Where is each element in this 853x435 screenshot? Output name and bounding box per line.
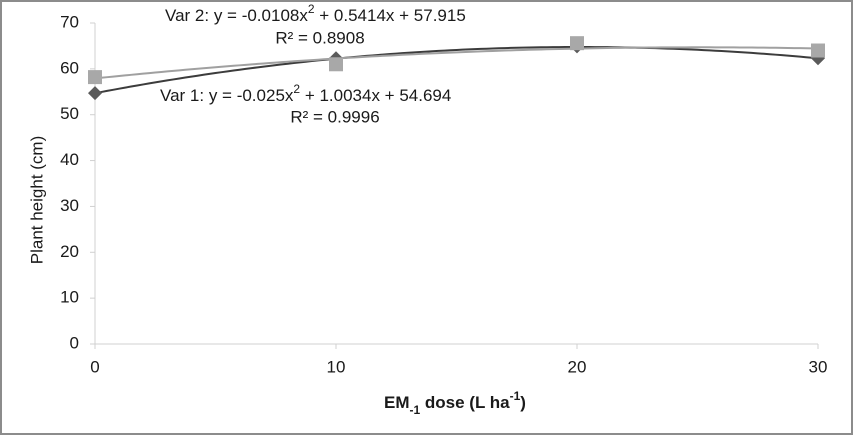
trend-equation: Var 2: y = -0.0108x2 + 0.5414x + 57.915 (165, 2, 466, 25)
marker (570, 36, 584, 51)
x-axis-title-part: EM (384, 393, 410, 412)
x-axis-title-part: -1 (410, 403, 421, 417)
y-tick-label: 10 (60, 288, 79, 307)
y-axis-title: Plant height (cm) (27, 136, 46, 265)
trendline (94, 46, 819, 95)
x-tick-label: 20 (568, 357, 587, 376)
x-tick-label: 10 (327, 357, 346, 376)
x-axis-title-part: ) (520, 393, 526, 412)
y-tick-label: 50 (60, 104, 79, 123)
series-name: Var 1 (160, 86, 199, 105)
series-name: Var 2 (165, 6, 204, 25)
equation-part: 2 (293, 82, 300, 96)
y-tick-label: 40 (60, 150, 79, 169)
y-tick-label: 70 (60, 12, 79, 31)
marker (88, 70, 102, 85)
r-squared: R² = 0.9996 (290, 107, 379, 126)
x-axis-title-part: -1 (510, 389, 521, 403)
x-tick-label: 0 (90, 357, 99, 376)
marker (329, 57, 343, 72)
r-squared: R² = 0.8908 (275, 28, 364, 47)
marker (811, 43, 825, 58)
y-tick-label: 60 (60, 58, 79, 77)
equation-part: : y = -0.0108x (204, 6, 308, 25)
x-tick-label: 30 (809, 357, 828, 376)
trendline (94, 46, 819, 80)
equation-part: + 0.5414x + 57.915 (315, 6, 466, 25)
marker (88, 86, 102, 101)
y-tick-label: 20 (60, 242, 79, 261)
y-tick-label: 0 (70, 333, 79, 352)
x-axis-title-part: dose (L ha (420, 393, 510, 412)
trend-equation: Var 1: y = -0.025x2 + 1.0034x + 54.694 (160, 82, 451, 105)
equation-part: : y = -0.025x (199, 86, 294, 105)
x-axis-title: EM-1 dose (L ha-1) (384, 389, 526, 417)
equation-part: + 1.0034x + 54.694 (300, 86, 451, 105)
y-tick-label: 30 (60, 196, 79, 215)
equation-part: 2 (308, 2, 315, 16)
